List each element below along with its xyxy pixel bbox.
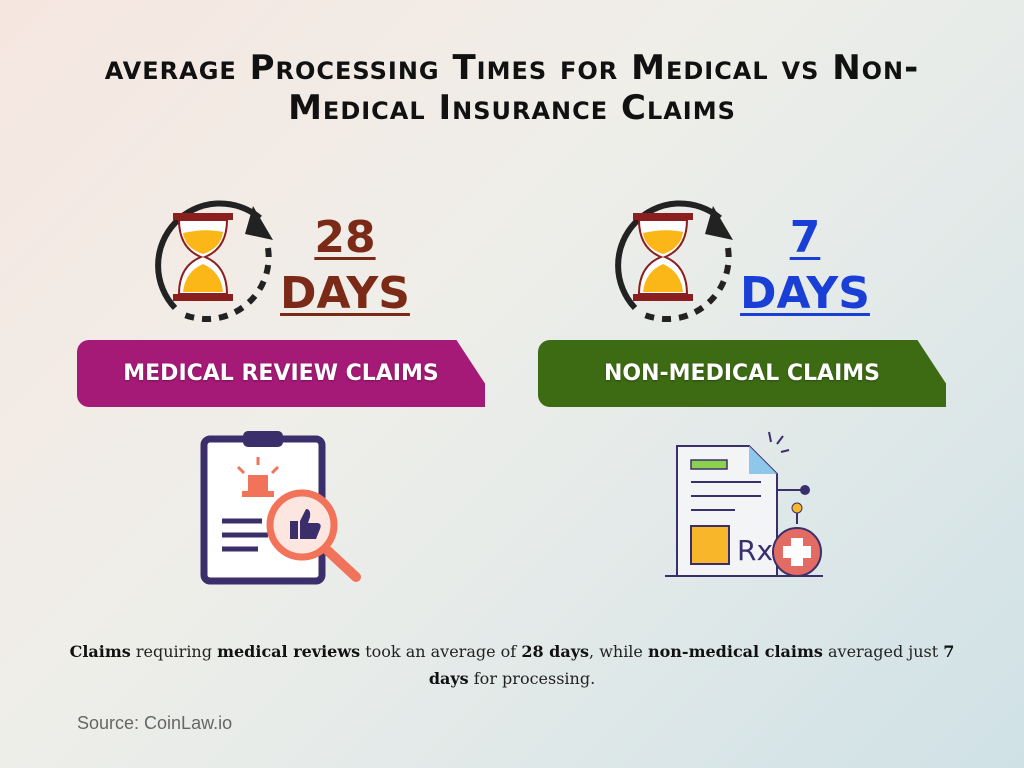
summary-28-days: 28 days xyxy=(521,642,590,661)
svg-text:Rx: Rx xyxy=(737,534,773,567)
summary-text-part: took an average of xyxy=(360,642,522,661)
summary-text-part: requiring xyxy=(130,642,218,661)
non-medical-days-unit: DAYS xyxy=(740,268,870,319)
non-medical-claims-banner: NON-MEDICAL CLAIMS xyxy=(538,340,946,407)
prescription-document-icon: Rx xyxy=(665,431,823,577)
page-title: average Processing Times for Medical vs … xyxy=(104,48,920,128)
medical-review-claims-banner: MEDICAL REVIEW CLAIMS xyxy=(77,340,485,407)
clipboard-review-icon xyxy=(200,431,361,585)
summary-text: Claims requiring medical reviews took an… xyxy=(60,638,964,692)
medical-days-value: 28 xyxy=(314,212,376,263)
hourglass-cycle-icon xyxy=(615,200,733,322)
summary-7-days: 7 days xyxy=(428,642,955,688)
summary-text-part: averaged just xyxy=(822,642,944,661)
medical-days-unit: DAYS xyxy=(280,268,410,319)
summary-claims: Claims xyxy=(69,642,131,661)
non-medical-days-value: 7 xyxy=(789,212,821,263)
summary-medical-reviews: medical reviews xyxy=(217,642,361,661)
summary-text-part: , while xyxy=(589,642,648,661)
summary-text-part: for processing. xyxy=(468,669,596,688)
source-credit: Source: CoinLaw.io xyxy=(77,713,233,733)
hourglass-cycle-icon xyxy=(155,200,273,322)
summary-non-medical-claims: non-medical claims xyxy=(647,642,823,661)
